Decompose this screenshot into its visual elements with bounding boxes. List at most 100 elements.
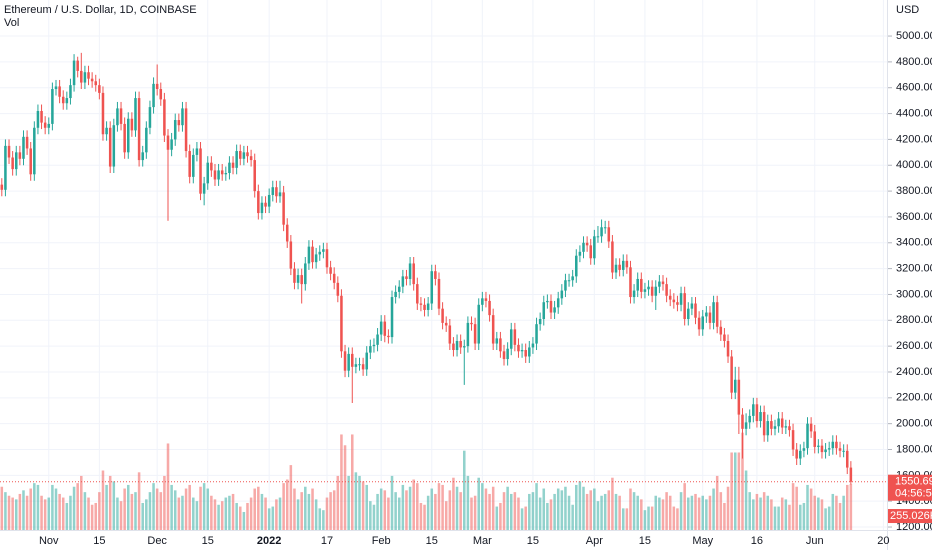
volume-bar — [376, 493, 379, 530]
candle-body — [708, 312, 712, 323]
candle-body — [448, 325, 452, 344]
volume-bar — [762, 492, 766, 530]
candle-body — [148, 107, 152, 128]
volume-bar — [759, 497, 762, 530]
volume-bar — [184, 488, 188, 530]
candle-body — [741, 414, 744, 429]
candle-body — [123, 123, 126, 153]
candle-body — [405, 276, 408, 279]
volume-bar — [683, 483, 686, 530]
volume-bar — [387, 497, 390, 530]
volume-bar — [643, 510, 647, 530]
volume-bar — [788, 504, 791, 530]
candle-body — [444, 322, 448, 326]
volume-bar — [838, 502, 842, 530]
candle-body — [730, 356, 733, 393]
volume-bar — [94, 502, 98, 530]
volume-bar — [538, 497, 542, 530]
candle-body — [249, 156, 253, 161]
volume-bar — [835, 495, 838, 530]
candle-body — [571, 276, 574, 281]
x-tick-label: Jun — [806, 535, 824, 547]
candle-body — [752, 404, 755, 416]
volume-bar — [202, 483, 206, 530]
candle-body — [676, 302, 679, 305]
volume-bar — [210, 495, 213, 530]
volume-bar — [25, 495, 29, 530]
volume-bar — [152, 483, 155, 530]
volume-bar — [76, 483, 79, 530]
candle-body — [528, 347, 531, 357]
volume-bar — [195, 501, 199, 530]
volume-bar — [470, 497, 473, 530]
volume-bar — [824, 508, 827, 530]
candle-body — [347, 353, 350, 371]
volume-bar — [188, 484, 191, 530]
y-tick-label: 1800.00 — [896, 443, 932, 455]
candle-body — [105, 127, 108, 135]
candle-body — [18, 152, 22, 159]
volume-bar — [752, 499, 755, 530]
candle-body — [325, 249, 329, 268]
volume-bar — [325, 497, 329, 530]
candle-body — [596, 236, 600, 238]
volume-bar — [741, 432, 744, 530]
volume-bar — [441, 484, 444, 530]
volume-bar — [416, 483, 419, 530]
candle-body — [0, 184, 4, 190]
volume-bar — [137, 472, 141, 530]
last-price-label: 1550.69 — [895, 476, 932, 488]
candle-body — [69, 85, 72, 99]
volume-bar — [220, 501, 224, 530]
volume-bar — [336, 475, 340, 530]
candle-body — [564, 280, 567, 291]
volume-bar — [600, 495, 603, 530]
candle-body — [173, 120, 177, 140]
candle-body — [683, 293, 686, 320]
volume-bar — [629, 488, 632, 530]
volume-bar — [239, 506, 242, 530]
volume-bar — [676, 508, 679, 530]
volume-bar — [705, 499, 708, 530]
candle-body — [618, 264, 621, 270]
candle-body — [246, 152, 249, 157]
candle-body — [650, 286, 654, 296]
volume-bar — [632, 492, 636, 530]
volume-bar — [275, 499, 278, 530]
volume-bar — [314, 499, 318, 530]
volume-bar — [773, 506, 777, 530]
volume-bar — [264, 497, 267, 530]
volume-bar — [285, 479, 289, 530]
volume-bar — [213, 499, 217, 530]
volume-bar — [430, 488, 434, 530]
volume-bar — [271, 506, 275, 530]
candle-body — [614, 264, 618, 273]
candle-body — [72, 60, 76, 86]
volume-bar — [528, 493, 531, 530]
volume-bar — [564, 486, 567, 530]
volume-bar — [466, 475, 470, 530]
volume-bar — [408, 486, 412, 530]
y-tick-label: 4800.00 — [896, 56, 932, 68]
candle-body — [509, 329, 513, 349]
volume-bar — [126, 484, 130, 530]
volume-bar — [361, 481, 365, 530]
candle-body — [643, 289, 647, 292]
volume-bar — [694, 493, 697, 530]
volume-bar — [795, 486, 798, 530]
candle-body — [477, 304, 480, 344]
candle-body — [733, 379, 737, 393]
candle-body — [632, 290, 636, 298]
volume-bar — [571, 504, 574, 530]
candle-body — [358, 364, 361, 366]
volume-bar — [455, 486, 459, 530]
volume-bar — [560, 490, 564, 530]
candle-body — [517, 344, 520, 352]
candle-body — [766, 421, 770, 436]
volume-bar — [419, 502, 423, 530]
candle-body — [29, 148, 32, 175]
volume-bar — [340, 434, 343, 530]
volume-bar — [116, 497, 119, 530]
candle-body — [36, 110, 40, 128]
volume-bar — [145, 499, 148, 530]
